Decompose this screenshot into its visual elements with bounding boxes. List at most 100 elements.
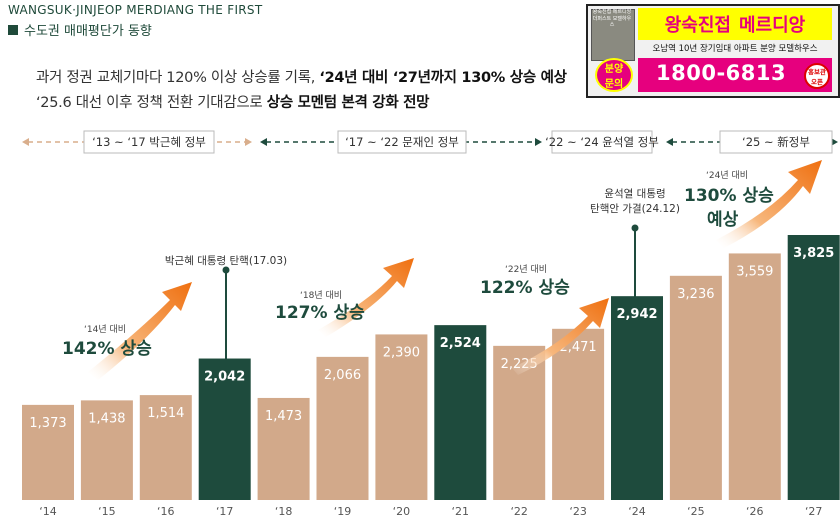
growth-arrow-2 [318,258,414,337]
ad-openhouse-badge: 홍보관 오픈 [804,63,830,89]
bar-12 [728,253,781,500]
bar-value-label-11: 3,236 [677,287,714,302]
annotation-4-big-2: 예상 [707,210,739,230]
headline-line-1-normal: 과거 정권 교체기마다 120% 이상 상승률 기록, [36,70,320,86]
period-arrow-left-icon-3 [666,138,673,146]
bar-value-label-10: 2,942 [616,307,657,322]
growth-arrow-4 [716,160,822,248]
ad-title-part-2: 메르디앙 [739,11,806,37]
headline-line-1-bold: ‘24년 대비 ‘27년까지 130% 상승 예상 [319,70,567,86]
period-arrow-left-icon-1 [260,138,267,146]
period-label-0: ‘13 ~ ‘17 박근혜 정부 [92,135,206,149]
period-arrow-left-icon-0 [22,138,29,146]
bar-0 [22,404,74,500]
event-marker-1: 박근혜 대통령 탄핵(17.03) [165,255,287,371]
bar-5 [316,356,369,500]
annotation-3-small: ‘22년 대비 [505,264,547,275]
x-tick-label-10: ‘24 [628,505,646,518]
bar-9 [552,328,605,500]
event-label-2-line-1: 윤석열 대통령 [604,188,665,200]
x-tick-label-0: ‘14 [39,505,57,518]
bar-value-label-2: 1,514 [147,406,184,421]
period-label-box-0 [83,130,215,154]
x-tick-label-6: ‘20 [393,505,411,518]
period-segment-0: ‘13 ~ ‘17 박근혜 정부 [22,130,252,154]
ad-bunyang-label: 분양 문의 [604,64,624,90]
period-segment-2: ‘22 ~ ‘24 윤석열 정부 [545,130,659,154]
headline-line-2: ‘25.6 대선 이후 정책 전환 기대감으로 상승 모멘텀 본격 강화 전망 [36,91,430,112]
annotation-4-small: ‘24년 대비 [706,170,748,181]
brand-english: WANGSUK·JINJEOP MERDIANG THE FIRST [8,3,263,17]
period-label-box-1 [337,130,467,154]
growth-arrow-1 [88,282,192,380]
period-timeline: ‘13 ~ ‘17 박근혜 정부 ‘17 ~ ‘22 문재인 정부 ‘22 ~ ‘2… [22,130,838,154]
period-arrow-right-icon-0 [245,138,252,146]
ad-thumb-label: 왕숙진접 메르디앙 더퍼스트 모델하우스 [592,9,632,28]
annotation-3-big: 122% 상승 [480,278,570,298]
period-arrow-right-icon-1 [535,138,542,146]
event-label-2-line-2: 탄핵안 가결(24.12) [590,203,680,215]
bar-value-label-1: 1,438 [88,411,125,426]
period-arrow-right-icon-3 [831,138,838,146]
x-tick-label-13: ‘27 [805,505,823,518]
x-tick-label-2: ‘16 [157,505,175,518]
annotation-4-big-1: 130% 상승 [684,186,774,206]
bar-value-label-5: 2,066 [324,368,361,383]
x-tick-label-8: ‘22 [510,505,528,518]
bar-1 [80,400,133,500]
period-label-2: ‘22 ~ ‘24 윤석열 정부 [545,135,659,149]
ad-title-part-1: 왕숙진접 [664,15,731,36]
headline-line-1: 과거 정권 교체기마다 120% 이상 상승률 기록, ‘24년 대비 ‘27년… [36,66,567,87]
bar-3 [198,358,251,500]
x-tick-label-1: ‘15 [98,505,116,518]
ad-banner[interactable]: 왕숙진접 메르디앙 더퍼스트 모델하우스 왕숙진접 메르디앙 오남역 10년 장… [586,4,840,98]
bar-4 [257,397,310,500]
bar-value-label-12: 3,559 [736,264,773,279]
period-label-box-3 [719,130,833,154]
period-segment-1: ‘17 ~ ‘22 문재인 정부 [260,130,542,154]
bar-7 [434,325,487,500]
period-label-box-2 [551,130,653,154]
annotation-2-big: 127% 상승 [275,303,365,323]
bar-value-label-4: 1,473 [265,409,302,424]
x-tick-label-12: ‘26 [746,505,764,518]
brand-mark-icon [8,24,18,35]
bar-value-label-0: 1,373 [29,416,66,431]
ad-subtitle: 오남역 10년 장기임대 아파트 분양 모델하우스 [652,44,818,54]
brand-korean-label: 수도권 매매평단가 동향 [24,24,152,39]
x-tick-label-9: ‘23 [569,505,587,518]
bar-value-label-6: 2,390 [383,345,420,360]
ad-badge-label: 홍보관 오픈 [808,68,826,86]
annotation-2-small: ‘18년 대비 [300,290,342,301]
period-label-3: ‘25 ~ 新정부 [742,135,810,149]
ad-phone-bar [638,58,832,92]
bar-2 [139,395,192,500]
event-label-1: 박근혜 대통령 탄핵(17.03) [165,255,287,267]
period-segment-3: ‘25 ~ 新정부 [666,130,838,154]
ad-phone-number[interactable]: 1800-6813 [656,61,787,85]
brand-korean: 수도권 매매평단가 동향 [8,20,152,39]
x-tick-label-5: ‘19 [334,505,352,518]
ad-bunyang-badge: 분양 문의 [595,58,633,92]
bar-13 [787,235,840,500]
event-marker-2: 윤석열 대통령 탄핵안 가결(24.12) [590,188,680,302]
period-label-1: ‘17 ~ ‘22 문재인 정부 [345,135,459,149]
growth-arrow-3 [512,298,609,375]
headline-line-2-bold: 상승 모멘텀 본격 강화 전망 [266,95,430,111]
x-tick-label-7: ‘21 [452,505,470,518]
bar-series: 1,373 ‘14 1,438 ‘15 1,514 ‘16 2,042 ‘17 1,473 ‘18… [22,235,840,518]
bar-value-label-3: 2,042 [204,370,245,385]
bar-value-label-13: 3,825 [793,246,834,261]
bar-6 [375,334,428,500]
annotation-1-big: 142% 상승 [62,339,152,359]
annotation-1-small: ‘14년 대비 [84,324,126,335]
bar-11 [669,275,722,500]
x-tick-label-4: ‘18 [275,505,293,518]
bar-10 [611,296,663,500]
ad-building-thumbnail [591,9,635,61]
headline-line-2-normal: ‘25.6 대선 이후 정책 전환 기대감으로 [36,95,267,111]
x-tick-label-11: ‘25 [687,505,705,518]
ad-title: 왕숙진접 메르디앙 [638,8,832,40]
bar-value-label-7: 2,524 [440,336,481,351]
